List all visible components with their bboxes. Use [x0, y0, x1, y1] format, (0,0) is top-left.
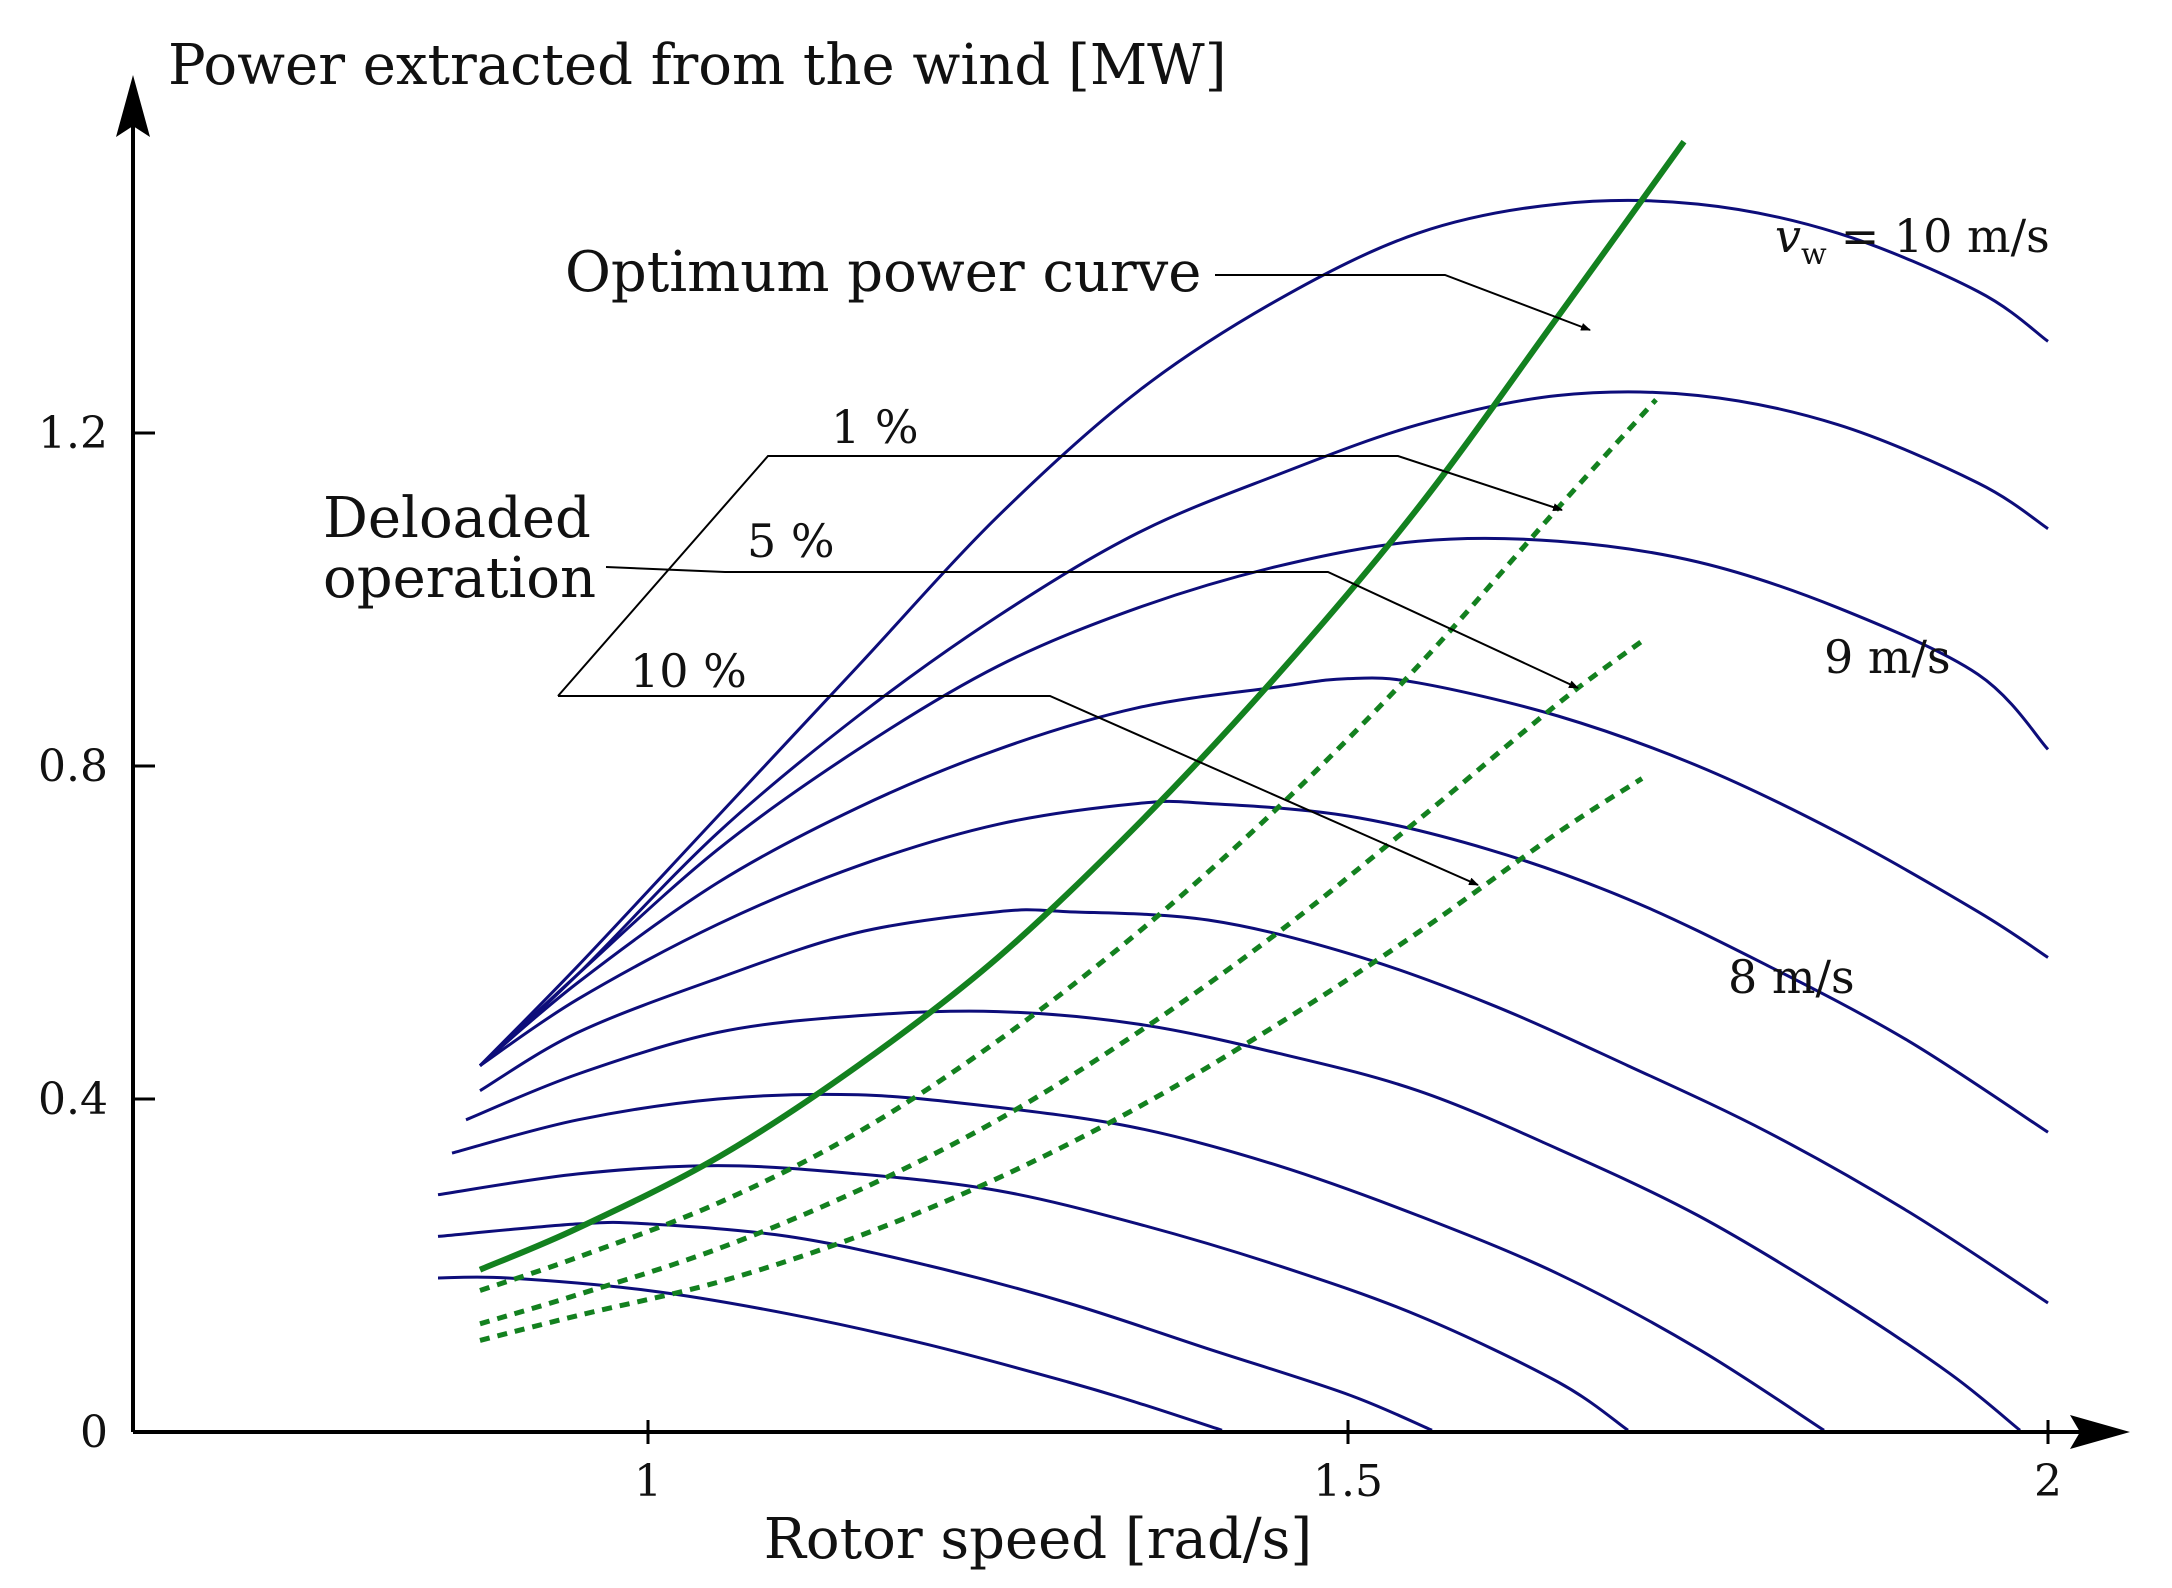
- leader-5-percent: [605, 566, 1579, 689]
- x-tick-label-2: 2: [2034, 1456, 2062, 1507]
- y-axis-title: Power extracted from the wind [MW]: [168, 33, 1227, 98]
- wind-speed-label-8: 8 m/s: [1728, 950, 1855, 1004]
- wind-speed-label-9: 9 m/s: [1824, 630, 1951, 684]
- y-axis-arrow: [116, 75, 150, 137]
- power-curve-3-m-s: [437, 1275, 1223, 1432]
- curves-layer: [437, 139, 2050, 1432]
- label-5-percent: 5 %: [747, 514, 835, 568]
- deloaded-label-line2: operation: [323, 546, 596, 611]
- power-curve-6-m-s: [465, 1009, 2021, 1432]
- y-tick-label-1-2: 1.2: [38, 408, 108, 459]
- power-curve-7-m-s: [479, 799, 2049, 1134]
- leader-1-percent: [557, 455, 1563, 697]
- power-curve-4-m-s: [437, 1220, 1433, 1432]
- label-10-percent: 10 %: [630, 644, 747, 698]
- power-curve-7-5-m-s: [479, 676, 2049, 1067]
- wind-speed-label-10: vw = 10 m/s: [1775, 209, 2050, 272]
- optimum-power-curve: [478, 139, 1687, 1273]
- optimum-curve-label: Optimum power curve: [565, 240, 1201, 305]
- deloaded-curve-1percent: [479, 398, 1658, 1293]
- label-1-percent: 1 %: [831, 400, 919, 454]
- power-curve-5-5-m-s: [451, 1092, 1825, 1432]
- x-axis-arrow: [2070, 1415, 2130, 1449]
- leader-10-percent: [558, 695, 1479, 886]
- power-curve-10-m-s: [478, 198, 2049, 1067]
- vw-subscript: w: [1801, 237, 1827, 272]
- ticks-layer: 1 1.5 2 0 0.4 0.8 1.2: [38, 408, 2062, 1507]
- x-tick-label-1: 1: [634, 1456, 662, 1507]
- deloaded-label-line1: Deloaded: [323, 486, 591, 551]
- power-curve-6-5-m-s: [479, 908, 2049, 1305]
- y-tick-label-0-8: 0.8: [38, 741, 108, 792]
- vw-symbol: v: [1775, 209, 1801, 263]
- x-axis-title: Rotor speed [rad/s]: [764, 1507, 1313, 1572]
- optimum-leader-line: [1215, 274, 1591, 331]
- y-tick-label-0-4: 0.4: [38, 1074, 108, 1125]
- x-tick-label-1-5: 1.5: [1313, 1456, 1383, 1507]
- vw-value: = 10 m/s: [1841, 209, 2050, 263]
- power-curve-5-m-s: [437, 1164, 1629, 1432]
- deloaded-curve-5percent: [479, 639, 1644, 1327]
- power-curve-9-m-s: [478, 390, 2049, 1067]
- deloaded-curve-10percent: [479, 776, 1644, 1343]
- y-tick-label-0: 0: [80, 1407, 108, 1458]
